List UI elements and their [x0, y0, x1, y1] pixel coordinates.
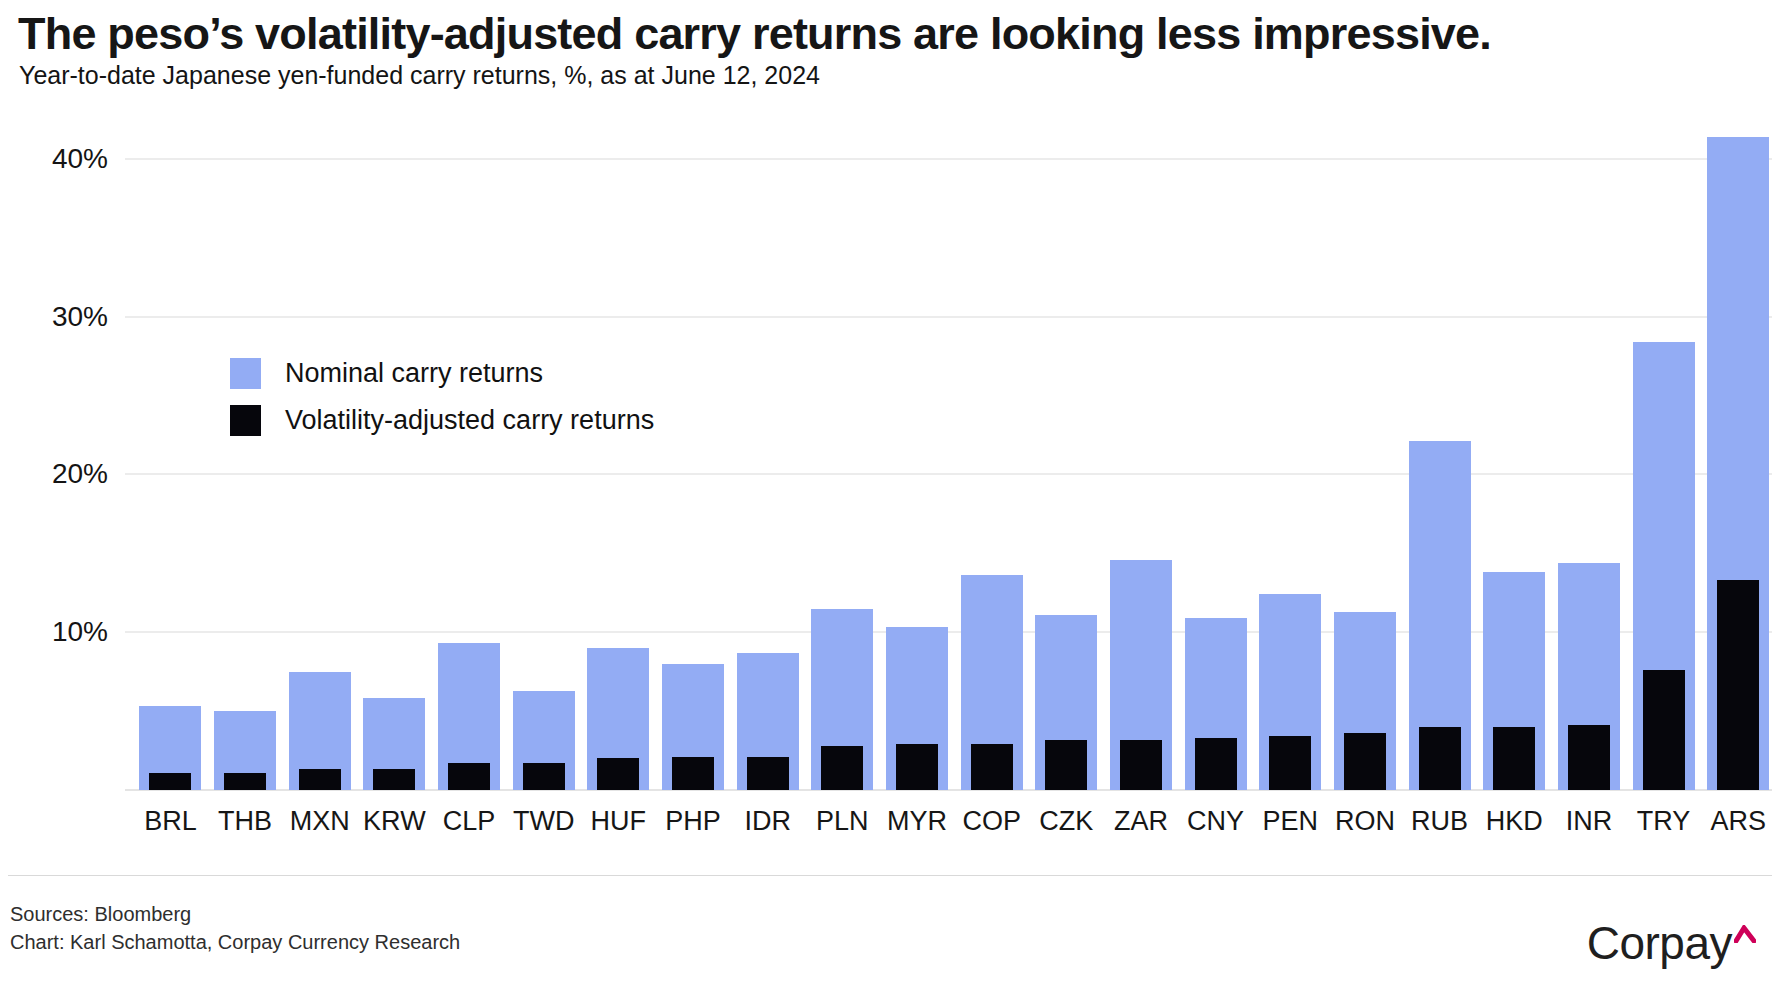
- corpay-caret-icon: [1734, 900, 1756, 954]
- x-tick-label-THB: THB: [208, 806, 283, 837]
- legend-item-vol-adjusted: Volatility-adjusted carry returns: [230, 405, 654, 436]
- footer-credit: Chart: Karl Schamotta, Corpay Currency R…: [10, 931, 460, 954]
- bar-vol-adjusted-KRW: [373, 769, 415, 790]
- bar-vol-adjusted-HKD: [1493, 727, 1535, 790]
- bar-vol-adjusted-COP: [971, 744, 1013, 790]
- x-tick-label-ARS: ARS: [1701, 806, 1776, 837]
- x-tick-label-COP: COP: [954, 806, 1029, 837]
- chart-figure: The peso’s volatility-adjusted carry ret…: [0, 0, 1780, 1000]
- bar-vol-adjusted-HUF: [597, 758, 639, 790]
- bar-vol-adjusted-INR: [1568, 725, 1610, 790]
- x-tick-label-BRL: BRL: [133, 806, 208, 837]
- bar-vol-adjusted-RUB: [1419, 727, 1461, 790]
- x-tick-label-KRW: KRW: [357, 806, 432, 837]
- x-tick-label-CZK: CZK: [1029, 806, 1104, 837]
- footer-divider: [8, 875, 1772, 876]
- x-tick-label-CNY: CNY: [1178, 806, 1253, 837]
- bar-vol-adjusted-PEN: [1269, 736, 1311, 790]
- x-tick-label-INR: INR: [1551, 806, 1626, 837]
- bar-vol-adjusted-IDR: [747, 757, 789, 790]
- bar-vol-adjusted-PLN: [821, 746, 863, 790]
- x-tick-label-PEN: PEN: [1253, 806, 1328, 837]
- bar-vol-adjusted-MYR: [896, 744, 938, 790]
- bar-vol-adjusted-ARS: [1717, 580, 1759, 790]
- gridline-20: [125, 473, 1772, 475]
- x-tick-label-TWD: TWD: [506, 806, 581, 837]
- bar-vol-adjusted-THB: [224, 773, 266, 790]
- corpay-logo-text: Corpay: [1587, 917, 1732, 969]
- x-tick-label-HKD: HKD: [1477, 806, 1552, 837]
- x-tick-label-RON: RON: [1327, 806, 1402, 837]
- x-tick-label-MYR: MYR: [880, 806, 955, 837]
- nominal-swatch-icon: [230, 358, 261, 389]
- x-tick-label-HUF: HUF: [581, 806, 656, 837]
- footer-sources: Sources: Bloomberg: [10, 903, 191, 926]
- y-tick-label-30: 30%: [8, 301, 108, 333]
- bar-vol-adjusted-CLP: [448, 763, 490, 790]
- bar-vol-adjusted-BRL: [149, 773, 191, 790]
- legend-item-nominal: Nominal carry returns: [230, 358, 654, 389]
- gridline-40: [125, 158, 1772, 160]
- x-tick-label-ZAR: ZAR: [1103, 806, 1178, 837]
- x-tick-label-PHP: PHP: [656, 806, 731, 837]
- corpay-logo: Corpay: [1587, 916, 1754, 970]
- y-tick-label-20: 20%: [8, 458, 108, 490]
- bar-vol-adjusted-PHP: [672, 757, 714, 790]
- bar-vol-adjusted-ZAR: [1120, 740, 1162, 790]
- x-tick-label-IDR: IDR: [730, 806, 805, 837]
- bar-vol-adjusted-CNY: [1195, 738, 1237, 790]
- bar-vol-adjusted-RON: [1344, 733, 1386, 790]
- bar-vol-adjusted-TRY: [1643, 670, 1685, 790]
- plot-area: 10%20%30%40%BRLTHBMXNKRWCLPTWDHUFPHPIDRP…: [0, 0, 1780, 1000]
- y-tick-label-40: 40%: [8, 143, 108, 175]
- y-tick-label-10: 10%: [8, 616, 108, 648]
- x-tick-label-CLP: CLP: [432, 806, 507, 837]
- bar-vol-adjusted-CZK: [1045, 740, 1087, 790]
- bar-vol-adjusted-TWD: [523, 763, 565, 790]
- gridline-30: [125, 316, 1772, 318]
- x-tick-label-PLN: PLN: [805, 806, 880, 837]
- x-tick-label-MXN: MXN: [282, 806, 357, 837]
- bar-vol-adjusted-MXN: [299, 769, 341, 790]
- legend-label-vol-adjusted: Volatility-adjusted carry returns: [285, 405, 654, 436]
- vol-adjusted-swatch-icon: [230, 405, 261, 436]
- legend-label-nominal: Nominal carry returns: [285, 358, 543, 389]
- x-tick-label-RUB: RUB: [1402, 806, 1477, 837]
- x-tick-label-TRY: TRY: [1626, 806, 1701, 837]
- legend: Nominal carry returns Volatility-adjuste…: [230, 358, 654, 452]
